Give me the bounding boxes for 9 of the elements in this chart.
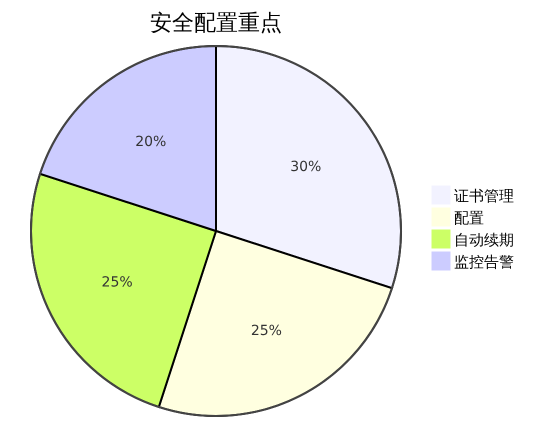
- data-label: 30%: [290, 158, 322, 175]
- chart-title: 安全配置重点: [150, 11, 282, 36]
- legend-label: 配置: [454, 209, 484, 227]
- data-label: 25%: [250, 322, 282, 339]
- data-label: 25%: [102, 274, 133, 290]
- legend-label: 自动续期: [454, 231, 514, 249]
- slice-label: 证书管理: [454, 187, 514, 205]
- legend-label: 监控告警: [454, 253, 514, 271]
- data-label: 20%: [135, 134, 166, 150]
